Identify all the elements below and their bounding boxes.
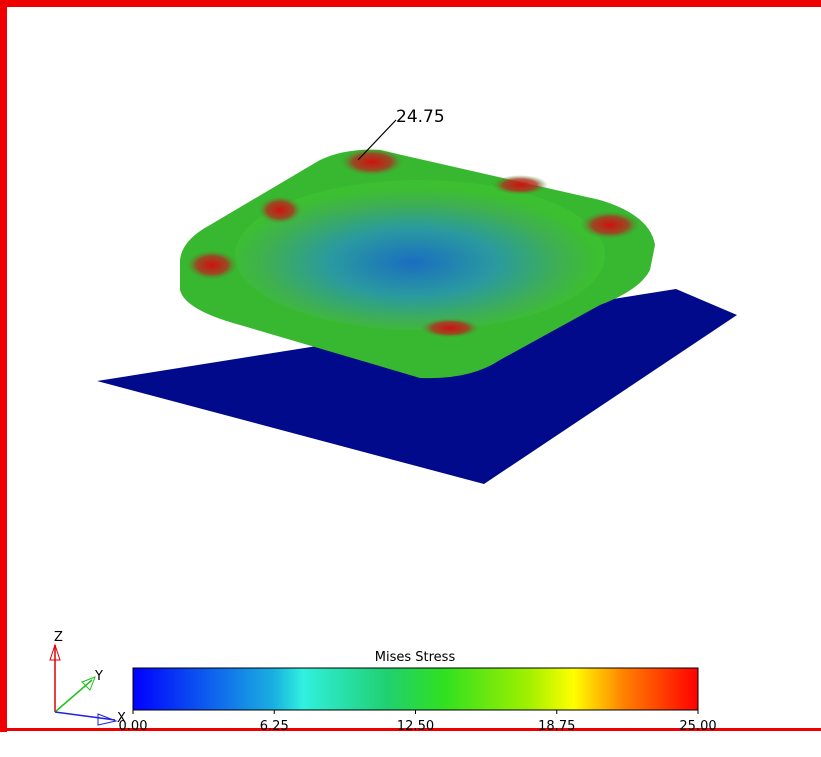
frame-left (0, 0, 7, 732)
axis-y (55, 680, 92, 712)
colorbar-tick-label: 18.75 (538, 719, 575, 734)
colorbar-tick-label: 6.25 (260, 719, 289, 734)
colorbar-tick-label: 0.00 (119, 719, 148, 734)
hotspot (186, 250, 238, 280)
colorbar-title: Mises Stress (375, 650, 456, 665)
page: 24.75 Mises Stress Z Y X 0.006.2512.5018… (0, 0, 821, 757)
annotation: 24.75 (396, 107, 445, 127)
hotspot (258, 196, 302, 224)
colorbar (133, 668, 698, 710)
viewer: 24.75 Mises Stress Z Y X 0.006.2512.5018… (0, 0, 821, 757)
colorbar-tick-label: 25.00 (679, 719, 716, 734)
colorbar-tick-label: 12.50 (397, 719, 434, 734)
hotspot (580, 211, 640, 239)
hotspot (420, 318, 480, 338)
axis-x (55, 712, 115, 720)
hotspot (492, 175, 548, 195)
axis-z-label: Z (54, 630, 63, 645)
frame-top (0, 0, 821, 7)
axis-y-label: Y (94, 669, 103, 684)
hotspot (340, 148, 404, 176)
